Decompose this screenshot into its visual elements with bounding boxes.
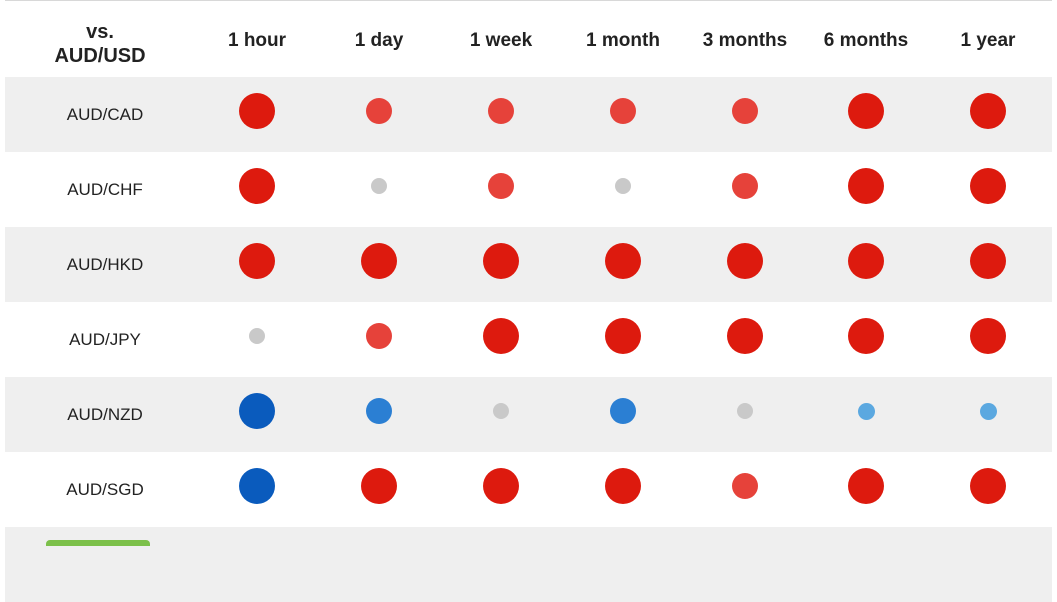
correlation-dot <box>366 98 392 124</box>
table-row: AUD/SGD <box>5 452 1052 527</box>
correlation-dot <box>970 243 1006 279</box>
correlation-table: vs. AUD/USD 1 hour 1 day 1 week 1 month 3 mo… <box>5 0 1052 602</box>
correlation-dot <box>615 178 631 194</box>
correlation-dot <box>239 393 275 429</box>
correlation-dot <box>239 93 275 129</box>
corner-line: vs. <box>86 21 114 43</box>
top-border <box>5 0 1052 1</box>
table-row: AUD/CHF <box>5 152 1052 227</box>
correlation-dot <box>493 403 509 419</box>
correlation-dot <box>970 168 1006 204</box>
correlation-dot <box>239 168 275 204</box>
column-header: 3 months <box>702 30 788 51</box>
table-row: AUD/JPY <box>5 302 1052 377</box>
correlation-dot <box>605 243 641 279</box>
corner-header: vs. AUD/USD <box>40 20 160 68</box>
correlation-dot <box>732 98 758 124</box>
correlation-dot <box>239 468 275 504</box>
correlation-dot <box>366 323 392 349</box>
correlation-dot <box>249 328 265 344</box>
row-label: AUD/SGD <box>66 480 144 499</box>
correlation-dot <box>970 93 1006 129</box>
correlation-dot <box>737 403 753 419</box>
row-label: AUD/NZD <box>67 405 143 424</box>
correlation-dot <box>483 243 519 279</box>
correlation-dot <box>848 243 884 279</box>
correlation-dot <box>979 402 997 420</box>
correlation-dot <box>488 98 514 124</box>
column-header: 1 week <box>469 30 533 51</box>
correlation-dot <box>848 93 884 129</box>
correlation-dot <box>239 243 275 279</box>
correlation-dot <box>483 318 519 354</box>
row-label: AUD/HKD <box>66 255 144 274</box>
row-label: AUD/CHF <box>67 180 143 199</box>
correlation-dot <box>848 468 884 504</box>
column-header: 1 day <box>354 30 404 51</box>
column-header: 1 month <box>586 30 660 51</box>
column-header: 6 months <box>823 30 909 51</box>
correlation-dot <box>361 243 397 279</box>
correlation-dot <box>857 402 875 420</box>
table-row: AUD/NZD <box>5 377 1052 452</box>
correlation-dot <box>727 318 763 354</box>
correlation-dot <box>605 468 641 504</box>
correlation-dot <box>366 398 392 424</box>
correlation-dot <box>361 468 397 504</box>
correlation-dot <box>610 398 636 424</box>
column-header: 1 hour <box>227 30 287 51</box>
correlation-dot <box>970 318 1006 354</box>
correlation-dot <box>727 243 763 279</box>
correlation-dot <box>371 178 387 194</box>
correlation-dot <box>483 468 519 504</box>
table-row <box>5 527 1052 602</box>
correlation-dot <box>610 98 636 124</box>
correlation-dot <box>848 168 884 204</box>
row-label: AUD/JPY <box>69 330 141 349</box>
correlation-dot <box>848 318 884 354</box>
correlation-dot <box>488 173 514 199</box>
column-header: 1 year <box>960 30 1016 51</box>
correlation-dot <box>732 473 758 499</box>
corner-line: AUD/USD <box>54 45 146 67</box>
row-label: AUD/CAD <box>66 105 144 124</box>
correlation-dot <box>605 318 641 354</box>
correlation-dot <box>970 468 1006 504</box>
table-row: AUD/HKD <box>5 227 1052 302</box>
correlation-dot <box>732 173 758 199</box>
table-row: AUD/CAD <box>5 77 1052 152</box>
button-edge <box>46 540 150 546</box>
